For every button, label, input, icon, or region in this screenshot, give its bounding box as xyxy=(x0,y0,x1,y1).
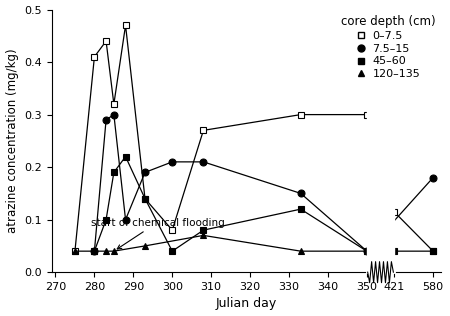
Legend: 0–7.5, 7.5–15, 45–60, 120–135: 0–7.5, 7.5–15, 45–60, 120–135 xyxy=(341,15,435,79)
Y-axis label: atrazine concentration (mg/kg): atrazine concentration (mg/kg) xyxy=(5,49,18,233)
Text: start of chemical flooding: start of chemical flooding xyxy=(90,217,224,249)
X-axis label: Julian day: Julian day xyxy=(216,297,277,310)
